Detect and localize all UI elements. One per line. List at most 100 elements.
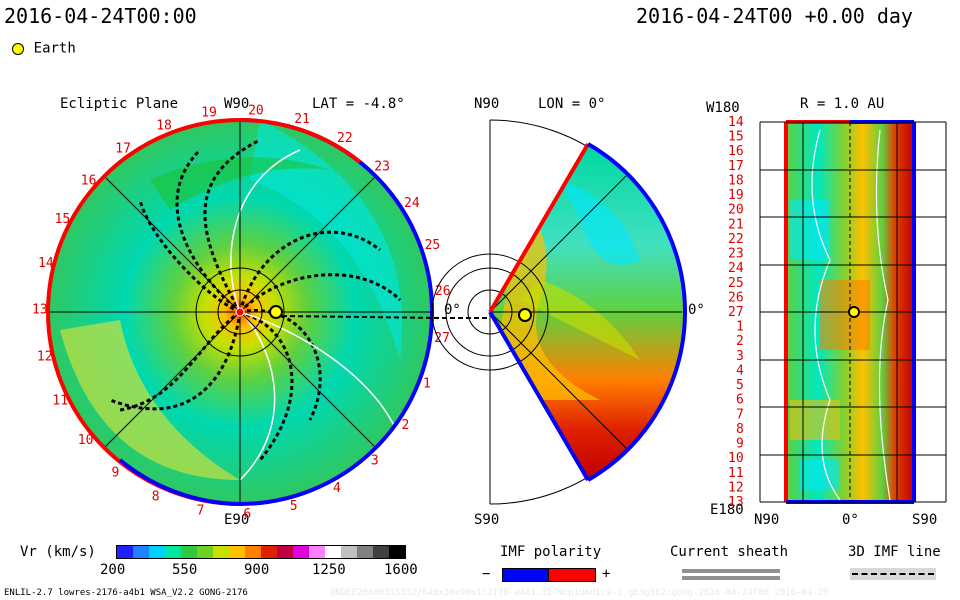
meridional-s90-label: S90 xyxy=(474,512,500,528)
colorbar-segment xyxy=(197,546,213,558)
imf-plus-label: + xyxy=(602,566,611,582)
radial-row-label: 25 xyxy=(728,276,744,291)
sector-number: 7 xyxy=(197,504,205,519)
colorbar-label: Vr (km/s) xyxy=(20,544,96,560)
imf-positive-swatch xyxy=(548,568,596,582)
colorbar-ticks: 200 550 900 1250 1600 xyxy=(100,562,420,580)
imf-3d-label: 3D IMF line xyxy=(848,544,941,560)
radial-row-label: 22 xyxy=(728,232,744,247)
radial-row-label: 11 xyxy=(728,466,744,481)
earth-radial-marker-icon xyxy=(848,306,860,318)
sector-number: 3 xyxy=(371,454,379,469)
earth-meridional-marker-icon xyxy=(518,308,532,322)
colorbar-tick: 200 xyxy=(100,562,126,578)
radial-row-label: 19 xyxy=(728,188,744,203)
meridional-n90-label: N90 xyxy=(474,96,500,112)
sector-number: 12 xyxy=(37,349,53,364)
colorbar-segment xyxy=(181,546,197,558)
ecliptic-title: Ecliptic Plane xyxy=(60,96,179,112)
radial-x-zero: 0° xyxy=(842,512,859,528)
timestamp-right: 2016-04-24T00 +0.00 day xyxy=(636,4,913,28)
ecliptic-w90-label: W90 xyxy=(224,96,250,112)
colorbar-segment xyxy=(261,546,277,558)
imf-negative-swatch xyxy=(502,568,550,582)
sector-number: 4 xyxy=(333,481,341,496)
radial-row-label: 13 xyxy=(728,495,744,510)
sector-number: 5 xyxy=(290,499,298,514)
earth-marker-icon xyxy=(12,42,24,55)
imf-3d-dash xyxy=(852,573,934,575)
radial-row-label: 3 xyxy=(736,349,744,364)
radial-w180-label: W180 xyxy=(706,100,740,116)
run-info: UNDEF20400315332/640x30x90x1:2176-a4b1.3… xyxy=(330,588,829,598)
radial-row-label: 17 xyxy=(728,159,744,174)
sector-number: 19 xyxy=(201,106,217,121)
radial-row-label: 6 xyxy=(736,393,744,408)
ecliptic-zero-label: 0° xyxy=(444,302,461,318)
radial-x-n90: N90 xyxy=(754,512,780,528)
colorbar-segment xyxy=(309,546,325,558)
radial-row-label: 4 xyxy=(736,364,744,379)
colorbar-segment xyxy=(373,546,389,558)
radial-row-label: 7 xyxy=(736,407,744,422)
radial-row-label: 10 xyxy=(728,451,744,466)
radial-row-label: 18 xyxy=(728,174,744,189)
radial-row-label: 14 xyxy=(728,115,744,130)
imf-minus-label: − xyxy=(482,566,491,582)
radial-row-label: 2 xyxy=(736,334,744,349)
sector-number: 15 xyxy=(55,212,71,227)
colorbar-tick: 1600 xyxy=(384,562,418,578)
radial-row-label: 27 xyxy=(728,305,744,320)
colorbar-segment xyxy=(165,546,181,558)
radial-row-label: 5 xyxy=(736,378,744,393)
colorbar-segment xyxy=(357,546,373,558)
legend-earth: Earth xyxy=(12,38,76,57)
sector-number: 17 xyxy=(115,142,131,157)
colorbar-segment xyxy=(229,546,245,558)
sector-number: 23 xyxy=(374,160,390,175)
sector-number: 9 xyxy=(112,466,120,481)
sector-number: 1 xyxy=(423,376,431,391)
radial-e180-label: E180 xyxy=(710,502,744,518)
colorbar-segment xyxy=(149,546,165,558)
model-info: ENLIL-2.7 lowres-2176-a4b1 WSA_V2.2 GONG… xyxy=(4,588,248,598)
timestamp-left: 2016-04-24T00:00 xyxy=(4,4,197,28)
meridional-lon-label: LON = 0° xyxy=(538,96,606,112)
radial-row-label: 23 xyxy=(728,247,744,262)
sector-number: 18 xyxy=(156,119,172,134)
radial-row-label: 15 xyxy=(728,130,744,145)
radial-row-label: 12 xyxy=(728,480,744,495)
radial-row-label: 20 xyxy=(728,203,744,218)
radial-title: R = 1.0 AU xyxy=(800,96,885,112)
radial-row-label: 26 xyxy=(728,290,744,305)
sector-number: 11 xyxy=(52,394,68,409)
colorbar-segment xyxy=(133,546,149,558)
radial-row-label: 9 xyxy=(736,437,744,452)
current-sheath-swatch xyxy=(682,569,780,573)
colorbar xyxy=(116,545,406,559)
radial-row-label: 1 xyxy=(736,320,744,335)
colorbar-segment xyxy=(389,546,405,558)
radial-row-label: 21 xyxy=(728,217,744,232)
colorbar-segment xyxy=(277,546,293,558)
sector-number: 20 xyxy=(248,104,264,119)
colorbar-segment xyxy=(325,546,341,558)
earth-ecliptic-marker-icon xyxy=(269,305,283,319)
current-sheath-label: Current sheath xyxy=(670,544,789,560)
radial-row-label: 24 xyxy=(728,261,744,276)
meridional-zero-label: 0° xyxy=(688,302,705,318)
imf-polarity-label: IMF polarity xyxy=(500,544,602,560)
sector-number: 27 xyxy=(434,331,450,346)
radial-row-label: 8 xyxy=(736,422,744,437)
sector-number: 8 xyxy=(152,490,160,505)
sector-number: 16 xyxy=(81,173,97,188)
colorbar-tick: 900 xyxy=(244,562,270,578)
colorbar-segment xyxy=(341,546,357,558)
sun-marker-icon xyxy=(235,307,245,317)
sector-number: 2 xyxy=(402,418,410,433)
sector-number: 24 xyxy=(404,196,420,211)
colorbar-segment xyxy=(245,546,261,558)
